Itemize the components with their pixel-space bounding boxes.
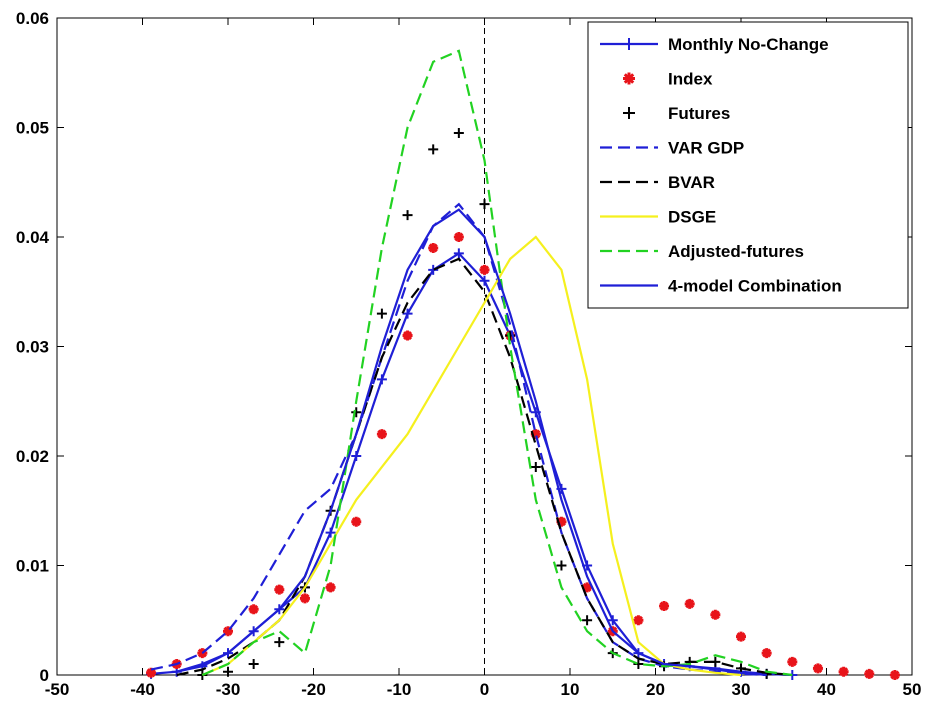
legend-label: Futures (668, 104, 730, 123)
legend-label: BVAR (668, 173, 715, 192)
series-marker (376, 429, 387, 440)
series-marker (556, 560, 567, 571)
series-marker (556, 516, 567, 527)
series-marker (274, 637, 285, 648)
legend-label: VAR GDP (668, 139, 744, 158)
y-tick-label: 0.05 (16, 119, 49, 138)
y-tick-label: 0.06 (16, 9, 49, 28)
series-marker (479, 199, 490, 210)
series-marker (633, 615, 644, 626)
series-marker (479, 275, 490, 286)
x-tick-label: -50 (45, 680, 70, 699)
series-marker (582, 615, 593, 626)
series-marker (351, 407, 362, 418)
x-tick-label: 20 (646, 680, 665, 699)
series-marker (376, 374, 387, 385)
x-tick-label: -40 (130, 680, 155, 699)
series-marker (274, 584, 285, 595)
series-marker (223, 626, 233, 637)
x-tick-label: -30 (216, 680, 241, 699)
series-marker (453, 127, 464, 138)
legend-box (587, 21, 909, 309)
series-marker (376, 308, 387, 319)
series-line (201, 49, 793, 677)
series-marker (402, 330, 413, 341)
legend-label: Index (668, 70, 713, 89)
series-marker (582, 582, 593, 593)
x-tick-label: 10 (561, 680, 580, 699)
x-tick-label: 40 (817, 680, 836, 699)
series-marker (428, 264, 439, 275)
series-marker (351, 451, 362, 461)
series-line (201, 235, 742, 677)
series-marker (889, 670, 900, 680)
y-tick-label: 0.03 (16, 338, 49, 357)
series-marker (248, 659, 259, 670)
x-tick-label: 30 (732, 680, 751, 699)
legend-label: Monthly No-Change (668, 35, 829, 54)
series-marker (736, 631, 746, 642)
series-marker (710, 609, 721, 620)
legend-marker (623, 72, 635, 85)
series-marker (530, 429, 541, 440)
y-tick-label: 0.02 (16, 447, 49, 466)
y-tick-label: 0 (40, 666, 49, 685)
series-marker (402, 210, 413, 221)
series-marker (812, 663, 823, 674)
series-marker (248, 604, 259, 615)
series-marker (787, 656, 798, 667)
legend-label: DSGE (668, 208, 716, 227)
series-marker (402, 308, 413, 319)
series-marker (684, 598, 695, 609)
series-marker (761, 648, 772, 659)
series-marker (325, 527, 336, 538)
series-marker (351, 516, 362, 527)
legend-marker (623, 38, 635, 50)
x-tick-label: 0 (480, 680, 489, 699)
x-tick-label: -20 (301, 680, 326, 699)
series-marker (223, 666, 233, 677)
legend-label: Adjusted-futures (668, 242, 804, 261)
series-marker (838, 666, 849, 677)
legend-marker (623, 107, 635, 119)
y-tick-label: 0.04 (16, 228, 50, 247)
x-tick-label: -10 (387, 680, 412, 699)
series-marker (864, 668, 875, 679)
series-marker (633, 659, 644, 670)
series-marker (325, 582, 336, 593)
series-marker (453, 248, 464, 259)
series-marker (428, 242, 439, 253)
legend-label: 4-model Combination (668, 277, 842, 296)
series-marker (146, 667, 157, 678)
series-marker (299, 593, 310, 604)
series-marker (659, 601, 670, 612)
series-marker (479, 264, 490, 275)
x-tick-label: 50 (903, 680, 922, 699)
series-marker (530, 461, 541, 472)
series-line (176, 208, 767, 677)
series-marker (607, 615, 618, 626)
series-marker (428, 144, 439, 155)
series-marker (453, 232, 464, 242)
y-tick-label: 0.01 (16, 557, 49, 576)
